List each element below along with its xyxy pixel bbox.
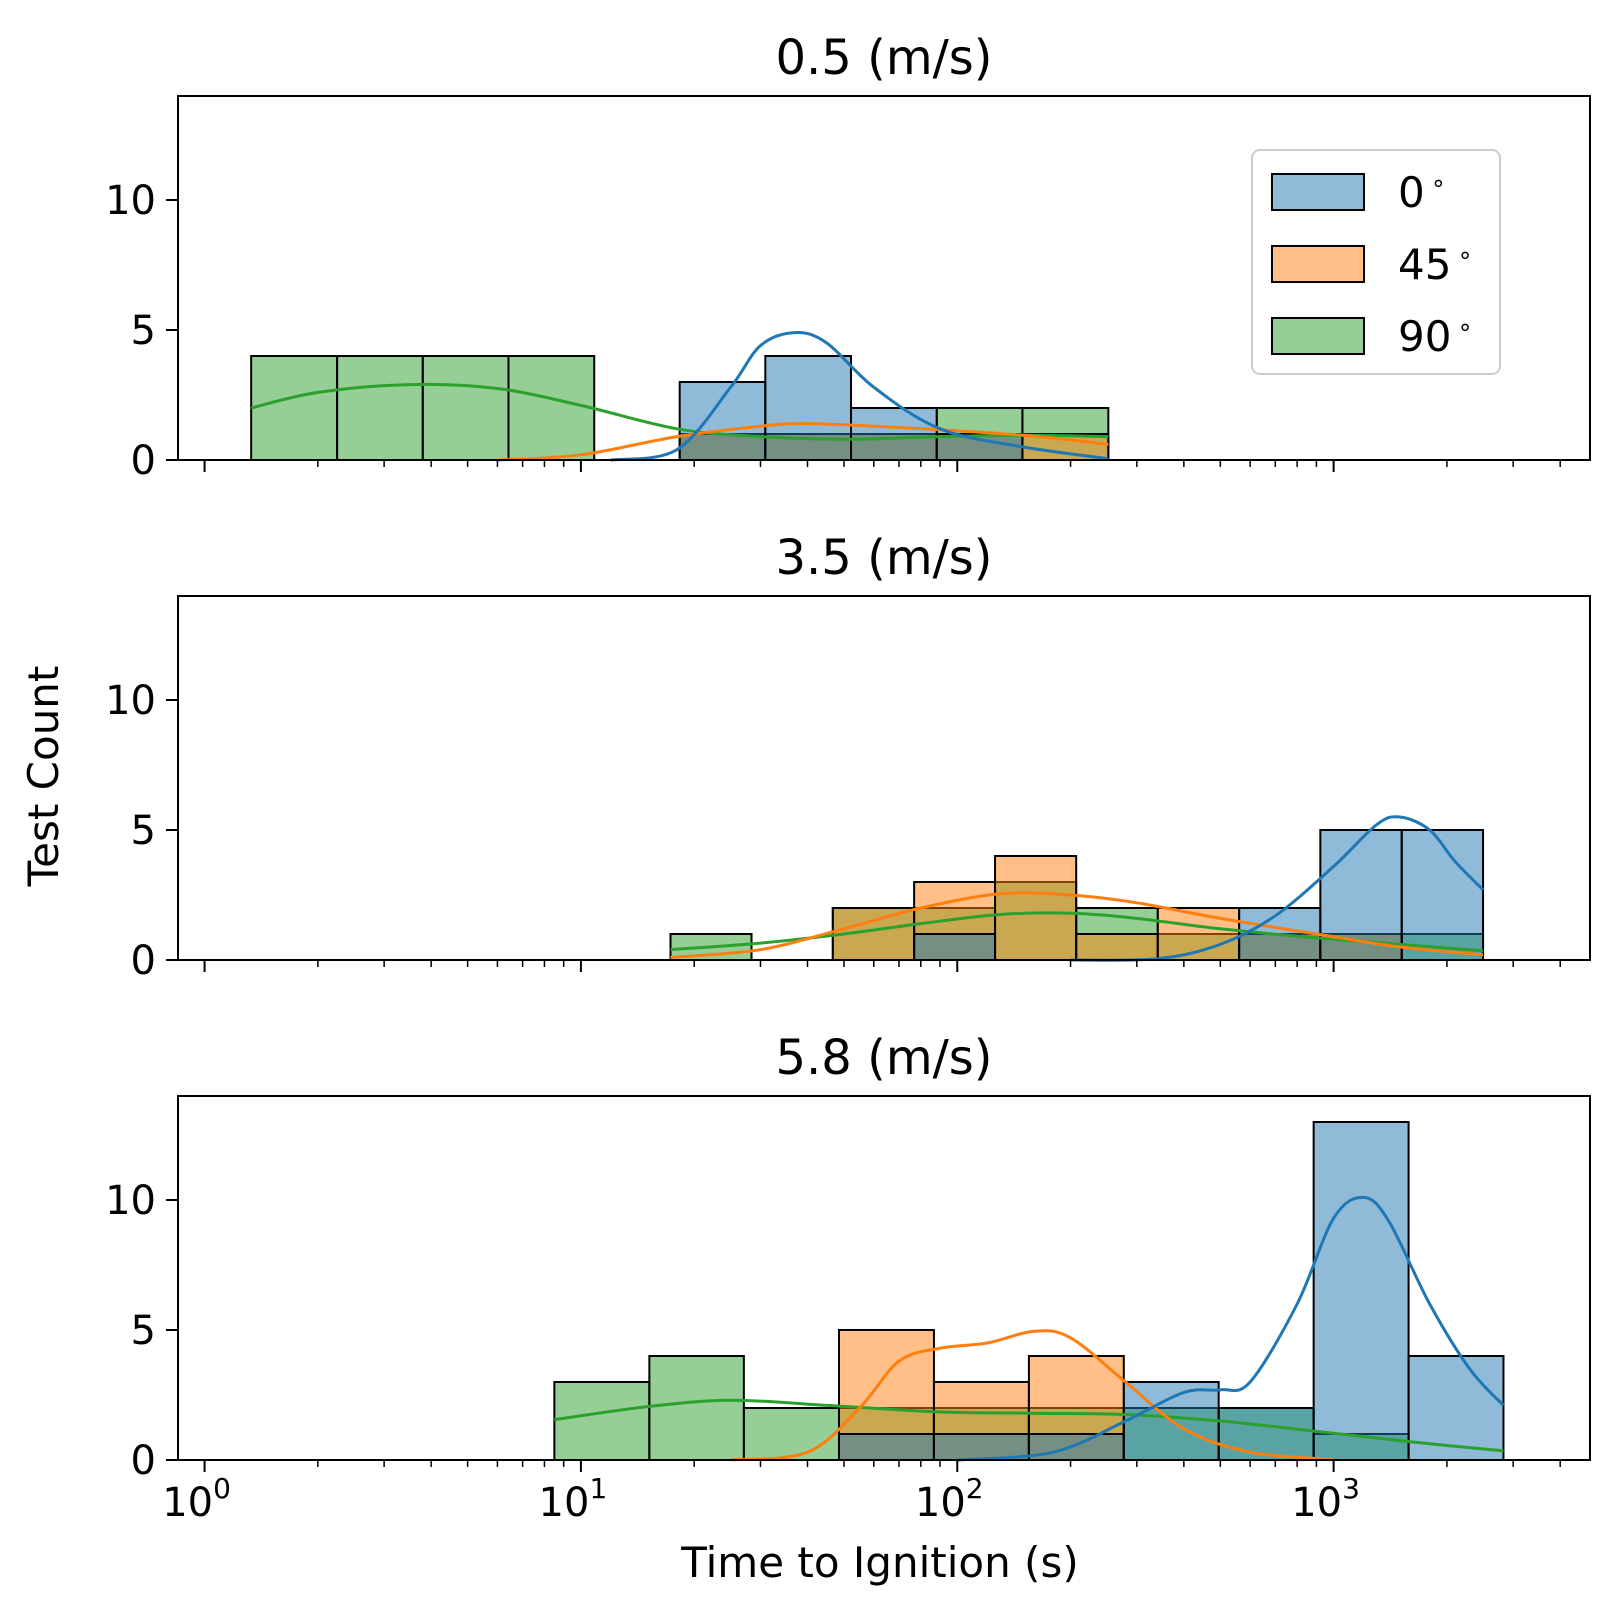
x-tick-label: 101 <box>539 1472 608 1526</box>
y-tick-label: 0 <box>131 438 156 484</box>
y-tick-label: 5 <box>131 1308 156 1354</box>
x-tick-exponent: 3 <box>1342 1472 1360 1505</box>
panel-0: 0.5 (m/s) 0 5 10 <box>105 30 1591 484</box>
histogram-bar-0 <box>932 1433 1030 1461</box>
histogram-bar-90 <box>553 1381 651 1461</box>
legend-swatch-45 <box>1271 245 1365 283</box>
axes-frame <box>177 1095 1591 1461</box>
histogram-bar-90 <box>421 355 510 461</box>
histogram-bar-0 <box>850 407 938 461</box>
kde-line-45 <box>670 891 1484 959</box>
axes-frame <box>177 595 1591 961</box>
x-tick-exponent: 2 <box>966 1472 984 1505</box>
x-tick-label: 103 <box>1291 1472 1360 1526</box>
legend-degree: ∘ <box>1457 313 1472 341</box>
histogram-bar-90 <box>742 1407 840 1461</box>
histogram-bar-0 <box>1312 1121 1410 1461</box>
y-tick-label: 10 <box>105 178 156 224</box>
histogram-bar-0 <box>678 381 767 461</box>
x-tick-exponent: 1 <box>589 1472 607 1505</box>
legend-swatch-0 <box>1271 173 1365 211</box>
histogram-bar-0 <box>837 1433 935 1461</box>
kde-line-45 <box>730 1329 1334 1462</box>
kde-line-45 <box>497 422 1109 462</box>
panel-1: 3.5 (m/s) 0 5 10 <box>105 530 1591 984</box>
panel-title: 5.8 (m/s) <box>776 1030 993 1086</box>
histogram-bar-0 <box>1400 829 1485 961</box>
x-tick-label: 102 <box>915 1472 984 1526</box>
histogram-bar-0 <box>913 933 997 961</box>
kde-line-0 <box>957 1195 1505 1462</box>
kde-line-0 <box>1070 815 1485 962</box>
legend-swatch-90 <box>1271 317 1365 355</box>
y-tick-label: 0 <box>131 938 156 984</box>
x-tick-label: 100 <box>162 1472 231 1526</box>
y-tick-label: 5 <box>131 308 156 354</box>
histogram-bar-0 <box>1027 1433 1125 1461</box>
kde-line-0 <box>610 331 1109 462</box>
histogram-bar-45 <box>994 855 1078 961</box>
histogram-bar-90 <box>648 1355 745 1461</box>
legend-degree: ∘ <box>1431 169 1446 197</box>
legend-label-90: 90 ∘ <box>1398 312 1472 361</box>
histogram-bar-0 <box>935 433 1024 461</box>
y-axis-label: Test Count <box>19 666 68 888</box>
histogram-bar-90 <box>336 355 424 461</box>
y-tick-label: 10 <box>105 1178 156 1224</box>
axes-frame <box>177 95 1591 461</box>
x-axis-label: Time to Ignition (s) <box>680 1538 1078 1587</box>
histogram-bar-90 <box>250 355 339 461</box>
y-tick-label: 5 <box>131 808 156 854</box>
histogram-bar-0 <box>1217 1407 1315 1461</box>
legend-degree: ∘ <box>1457 241 1472 269</box>
kde-line-90 <box>554 1398 1504 1453</box>
histogram-bar-45 <box>1075 933 1159 961</box>
x-tick-exponent: 0 <box>213 1472 231 1505</box>
y-tick-label: 10 <box>105 678 156 724</box>
panel-title: 0.5 (m/s) <box>776 30 993 86</box>
histogram-bar-90 <box>507 355 596 461</box>
y-tick-label: 0 <box>131 1438 156 1484</box>
panel-title: 3.5 (m/s) <box>776 530 993 586</box>
legend: 0 ∘45 ∘90 ∘ <box>1251 149 1501 375</box>
histogram-bar-0 <box>764 355 853 461</box>
